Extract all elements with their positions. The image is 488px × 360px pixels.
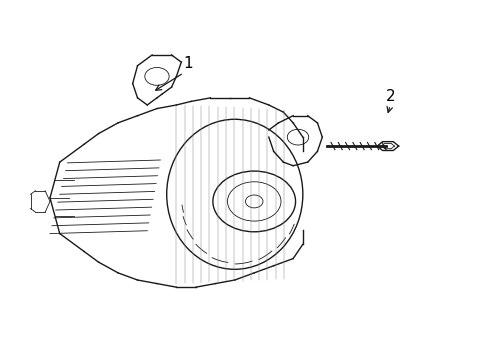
Text: 1: 1 <box>183 57 193 71</box>
Text: 2: 2 <box>385 89 394 104</box>
